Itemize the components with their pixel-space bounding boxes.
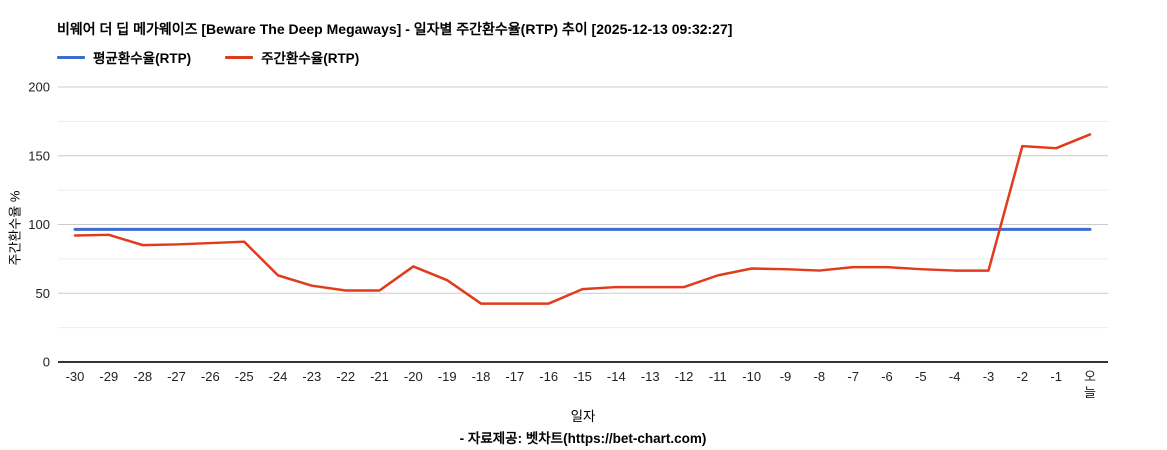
x-tick-label: -5 — [915, 369, 927, 384]
x-tick-label: -15 — [573, 369, 592, 384]
x-tick-label: -3 — [983, 369, 995, 384]
x-tick-label: -28 — [133, 369, 152, 384]
x-tick-label: -14 — [607, 369, 626, 384]
weekly-rtp-series-line[interactable] — [73, 133, 1092, 305]
average-rtp-line-swatch — [57, 55, 85, 59]
x-tick-label: -21 — [370, 369, 389, 384]
legend: 평균환수율(RTP) 주간환수율(RTP) — [57, 47, 359, 67]
x-tick-label: -18 — [472, 369, 491, 384]
x-tick-label: -23 — [302, 369, 321, 384]
x-tick-label: -22 — [336, 369, 355, 384]
weekly-rtp-line-swatch — [225, 55, 254, 59]
y-tick-label: 100 — [28, 217, 50, 232]
legend-label-average-rtp: 평균환수율(RTP) — [93, 51, 192, 66]
chart-title: 비웨어 더 딥 메가웨이즈 [Beware The Deep Megaways]… — [57, 21, 733, 37]
x-tick-label: -26 — [201, 369, 220, 384]
x-tick-label: -13 — [641, 369, 660, 384]
x-tick-label: -7 — [847, 369, 859, 384]
y-axis-title: 주간환수율 % — [7, 190, 23, 266]
legend-label-weekly-rtp: 주간환수율(RTP) — [261, 51, 360, 66]
x-tick-label: -8 — [814, 369, 826, 384]
x-tick-label: -27 — [167, 369, 186, 384]
x-tick-label: -20 — [404, 369, 423, 384]
x-tick-label: -25 — [235, 369, 254, 384]
x-tick-label: -16 — [539, 369, 558, 384]
x-axis-title: 일자 — [570, 409, 596, 424]
legend-item-average-rtp: 평균환수율(RTP) — [57, 47, 191, 67]
x-tick-label: -30 — [66, 369, 85, 384]
x-tick-label: -1 — [1050, 369, 1062, 384]
x-tick-label: -12 — [675, 369, 694, 384]
y-tick-label: 200 — [28, 80, 50, 95]
y-tick-label: 50 — [36, 286, 50, 301]
legend-item-weekly-rtp: 주간환수율(RTP) — [225, 47, 359, 67]
x-tick-label: -2 — [1017, 369, 1029, 384]
x-tick-label: -4 — [949, 369, 961, 384]
y-tick-label: 150 — [28, 148, 50, 163]
x-tick-label: -10 — [742, 369, 761, 384]
x-tick-label: -19 — [438, 369, 457, 384]
x-tick-label: -17 — [505, 369, 524, 384]
x-tick-label: -24 — [269, 369, 288, 384]
data-source-credit: - 자료제공: 벳차트(https://bet-chart.com) — [459, 431, 707, 446]
x-tick-label: -11 — [709, 369, 727, 384]
y-tick-label: 0 — [43, 355, 50, 370]
x-tick-label: -9 — [780, 369, 792, 384]
x-tick-label: -29 — [99, 369, 118, 384]
x-tick-label: -6 — [881, 369, 893, 384]
